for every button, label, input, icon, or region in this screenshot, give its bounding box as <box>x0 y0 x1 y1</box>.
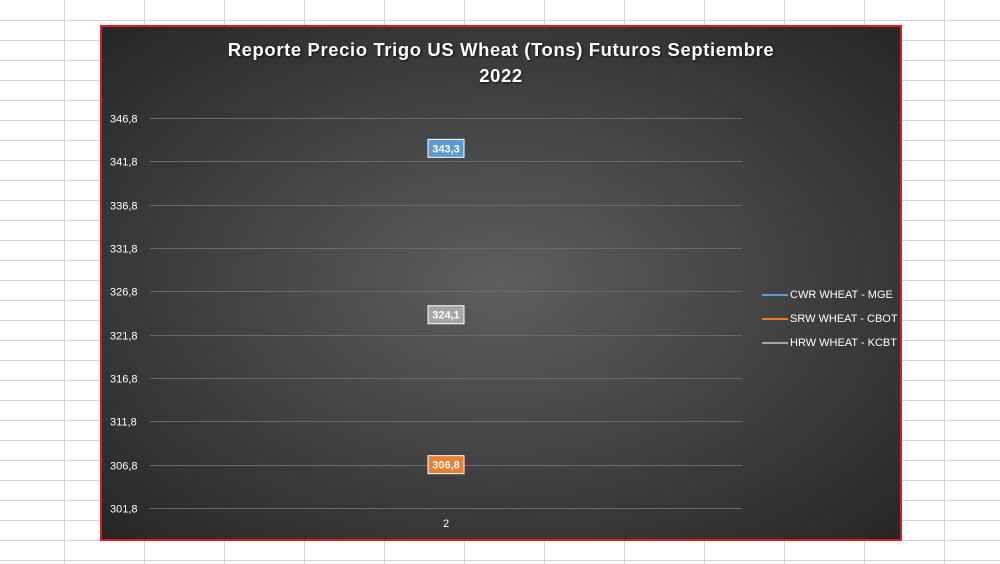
legend-label: CWR WHEAT - MGE <box>790 289 893 301</box>
y-tick-label: 331,8 <box>110 244 138 256</box>
data-label-box <box>427 138 465 158</box>
chart-title-line-1: Reporte Precio Trigo US Wheat (Tons) Fut… <box>227 39 775 60</box>
legend-swatch <box>762 294 788 296</box>
x-tick-label: 2 <box>443 518 449 530</box>
y-tick-label: 316,8 <box>110 374 138 386</box>
data-label: 343,3 <box>432 143 460 155</box>
data-label: 306,8 <box>432 460 460 472</box>
data-label-box <box>427 455 465 475</box>
y-tick-label: 346,8 <box>110 114 138 126</box>
y-tick-label: 341,8 <box>110 157 138 169</box>
y-tick-label: 321,8 <box>110 331 138 343</box>
legend-label: SRW WHEAT - CBOT <box>790 313 898 325</box>
legend-item: SRW WHEAT - CBOT <box>762 307 898 331</box>
y-tick-label: 336,8 <box>110 201 138 213</box>
legend: CWR WHEAT - MGE SRW WHEAT - CBOT HRW WHEAT… <box>762 283 898 355</box>
chart-title: Reporte Precio Trigo US Wheat (Tons) Fut… <box>102 37 900 89</box>
chart-area[interactable]: Reporte Precio Trigo US Wheat (Tons) Fut… <box>100 25 902 541</box>
plot-area: 346,8 341,8 336,8 331,8 326,8 321,8 316,8 311,8… <box>110 114 742 530</box>
y-tick-label: 326,8 <box>110 287 138 299</box>
data-label-box <box>427 305 465 325</box>
legend-item: HRW WHEAT - KCBT <box>762 331 898 355</box>
legend-label: HRW WHEAT - KCBT <box>790 337 897 349</box>
chart-title-line-2: 2022 <box>479 65 523 86</box>
legend-swatch <box>762 342 788 344</box>
legend-item: CWR WHEAT - MGE <box>762 283 898 307</box>
data-label: 324,1 <box>432 310 460 322</box>
y-tick-label: 311,8 <box>110 417 137 429</box>
y-tick-label: 301,8 <box>110 504 138 516</box>
legend-swatch <box>762 318 788 320</box>
y-tick-label: 306,8 <box>110 461 138 473</box>
